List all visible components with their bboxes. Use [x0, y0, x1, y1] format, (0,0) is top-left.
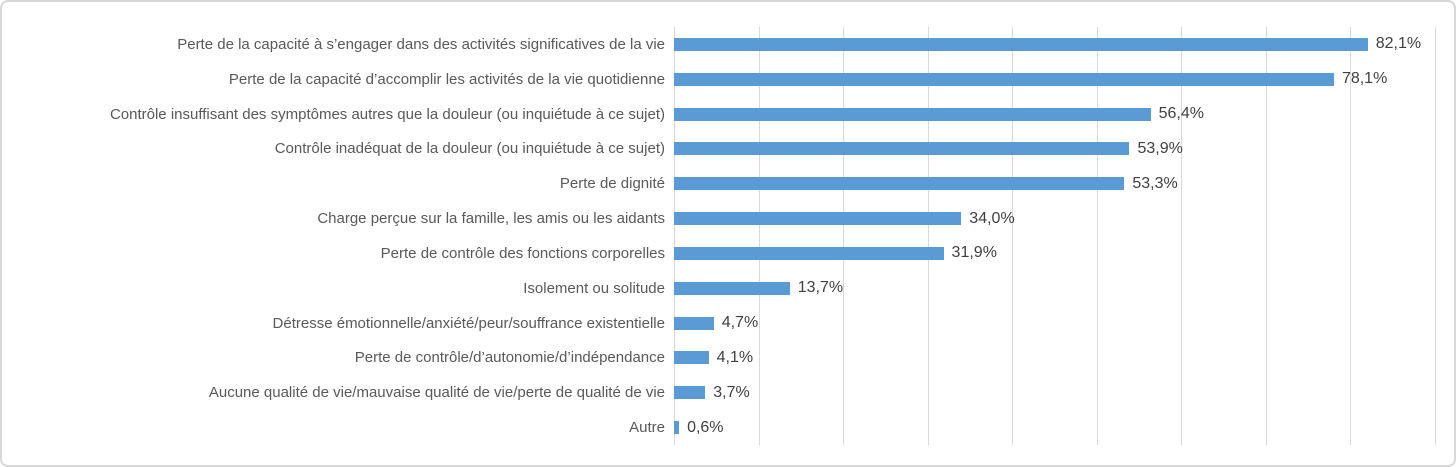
gridline — [1096, 27, 1098, 445]
value-label: 78,1% — [1341, 70, 1388, 88]
bar — [674, 316, 714, 330]
bar-track: 3,7% — [674, 375, 1454, 410]
gridline — [1434, 27, 1436, 445]
value-label: 34,0% — [969, 209, 1015, 227]
value-label: 82,1% — [1375, 35, 1422, 53]
value-label: 31,9% — [951, 244, 997, 262]
bar-track: 4,7% — [674, 306, 1454, 341]
category-label: Charge perçue sur la famille, les amis o… — [317, 210, 665, 228]
bar — [674, 281, 790, 295]
category-label: Perte de la capacité d’accomplir les act… — [228, 70, 665, 88]
gridline — [1350, 27, 1351, 445]
chart-row: Perte de contrôle des fonctions corporel… — [2, 236, 1454, 271]
bar-track: 4,1% — [674, 340, 1454, 375]
gridline — [674, 27, 675, 445]
bar — [674, 177, 1125, 191]
bar-track: 31,9% — [674, 236, 1454, 271]
bar — [674, 37, 1368, 51]
category-label: Perte de dignité — [559, 175, 665, 193]
bar-track: 78,1% — [674, 62, 1454, 97]
category-label: Autre — [629, 419, 665, 437]
chart-row: Perte de dignité 53,3% — [2, 166, 1454, 201]
value-label: 56,4% — [1158, 105, 1204, 123]
bar-track: 53,3% — [674, 166, 1454, 201]
gridline — [1265, 27, 1267, 445]
category-label: Perte de contrôle des fonctions corporel… — [380, 244, 665, 262]
value-label: 53,3% — [1132, 174, 1178, 192]
bar — [674, 421, 680, 435]
gridline — [927, 27, 929, 445]
bar-track: 56,4% — [674, 97, 1454, 132]
gridline — [843, 27, 844, 445]
bar-track: 0,6% — [674, 410, 1454, 445]
category-label: Détresse émotionnelle/anxiété/peur/souff… — [272, 314, 665, 332]
value-label: 4,7% — [721, 314, 759, 332]
category-label: Perte de la capacité à s’engager dans de… — [177, 35, 665, 53]
chart-row: Perte de contrôle/d’autonomie/d’indépend… — [2, 340, 1454, 375]
bar — [674, 386, 706, 400]
chart-row: Contrôle inadéquat de la douleur (ou inq… — [2, 131, 1454, 166]
chart-row: Charge perçue sur la famille, les amis o… — [2, 201, 1454, 236]
chart-row: Contrôle insuffisant des symptômes autre… — [2, 97, 1454, 132]
category-label: Contrôle insuffisant des symptômes autre… — [109, 105, 665, 123]
category-label: Perte de contrôle/d’autonomie/d’indépend… — [354, 349, 665, 367]
bar — [674, 351, 709, 365]
bar-track: 13,7% — [674, 271, 1454, 306]
gridlines — [674, 27, 1440, 445]
value-label: 13,7% — [797, 279, 844, 297]
bar — [674, 72, 1334, 86]
bar-track: 53,9% — [674, 131, 1454, 166]
value-label: 4,1% — [716, 348, 754, 366]
chart-row: Détresse émotionnelle/anxiété/peur/souff… — [2, 306, 1454, 341]
value-label: 3,7% — [713, 383, 750, 401]
category-label: Isolement ou solitude — [523, 279, 665, 297]
chart-rows: Perte de la capacité à s’engager dans de… — [2, 27, 1454, 445]
value-label: 53,9% — [1137, 139, 1183, 157]
bar — [674, 107, 1151, 121]
gridline — [758, 27, 760, 445]
chart-row: Perte de la capacité à s’engager dans de… — [2, 27, 1454, 62]
chart-row: Perte de la capacité d’accomplir les act… — [2, 62, 1454, 97]
gridline — [1012, 27, 1013, 445]
category-label: Contrôle inadéquat de la douleur (ou inq… — [274, 140, 665, 158]
bar — [674, 142, 1130, 156]
bar-track: 34,0% — [674, 201, 1454, 236]
gridline — [1181, 27, 1182, 445]
chart-row: Autre 0,6% — [2, 410, 1454, 445]
chart-row: Aucune qualité de vie/mauvaise qualité d… — [2, 375, 1454, 410]
bar-track: 82,1% — [674, 27, 1454, 62]
value-label: 0,6% — [687, 418, 724, 436]
bar — [674, 246, 944, 260]
bar — [674, 212, 962, 226]
category-label: Aucune qualité de vie/mauvaise qualité d… — [208, 384, 665, 402]
chart-row: Isolement ou solitude 13,7% — [2, 271, 1454, 306]
